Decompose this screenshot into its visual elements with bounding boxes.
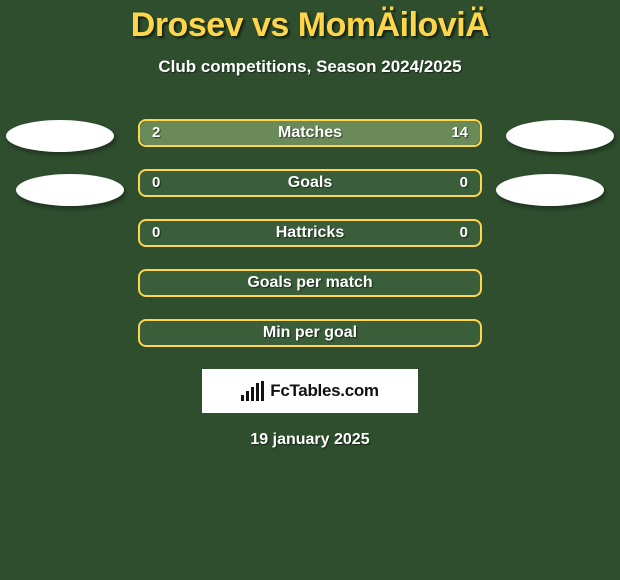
stat-value-right: 0 — [448, 221, 480, 245]
comparison-card: Drosev vs MomÄiloviÄ Club competitions, … — [0, 0, 620, 580]
stat-label: Goals — [140, 171, 480, 195]
brand-badge: FcTables.com — [202, 369, 418, 413]
stat-value-right: 14 — [439, 121, 480, 145]
brand-bars-icon — [241, 381, 264, 401]
stat-label: Hattricks — [140, 221, 480, 245]
page-title: Drosev vs MomÄiloviÄ — [0, 0, 620, 45]
brand-text: FcTables.com — [270, 381, 379, 401]
stat-row: Min per goal — [138, 319, 482, 347]
stat-row: Matches2 14 — [138, 119, 482, 147]
stats-rows: Matches214Goals00Hattricks00Goals per ma… — [0, 119, 620, 347]
stat-value-left: 0 — [140, 221, 172, 245]
stat-value-right: 0 — [448, 171, 480, 195]
stat-label: Matches — [140, 121, 480, 145]
stat-label: Goals per match — [140, 271, 480, 295]
date-text: 19 january 2025 — [0, 431, 620, 449]
stat-row: Goals0 0 — [138, 169, 482, 197]
decorative-ellipse — [16, 174, 124, 206]
subtitle: Club competitions, Season 2024/2025 — [0, 57, 620, 77]
stat-value-left: 2 — [140, 121, 172, 145]
stat-row: Hattricks0 0 — [138, 219, 482, 247]
decorative-ellipse — [506, 120, 614, 152]
decorative-ellipse — [496, 174, 604, 206]
decorative-ellipse — [6, 120, 114, 152]
stat-row: Goals per match — [138, 269, 482, 297]
stat-value-left: 0 — [140, 171, 172, 195]
stat-label: Min per goal — [140, 321, 480, 345]
